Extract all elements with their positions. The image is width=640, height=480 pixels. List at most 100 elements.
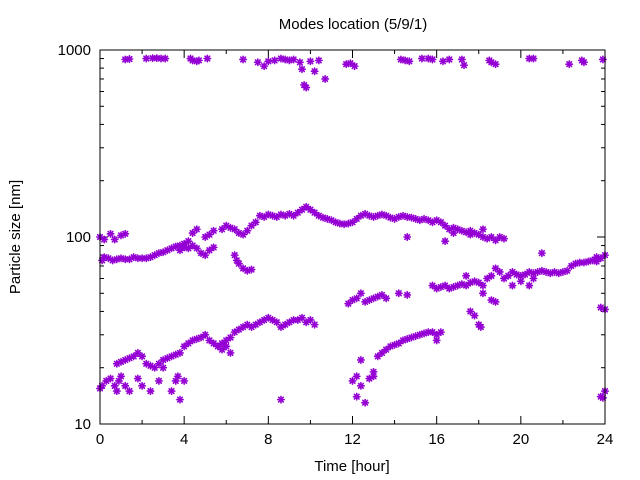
y-axis-ticks: 10 100 1000 [58,42,605,433]
data-point [112,387,121,396]
data-point [417,54,426,63]
data-point [565,60,574,69]
data-point [394,339,403,348]
data-point [138,381,147,390]
data-point [146,253,155,262]
data-point [289,211,298,220]
data-point [180,342,189,351]
data-point [394,289,403,298]
data-point [350,62,359,71]
data-point [159,363,168,372]
data-point [243,226,252,235]
data-point [268,211,277,220]
data-point [525,281,534,290]
data-point [142,54,151,63]
data-point [310,208,319,217]
x-tick-label: 4 [180,431,188,448]
data-point [209,226,218,235]
data-point [432,336,441,345]
data-point [356,381,365,390]
data-point [508,281,517,290]
data-point [251,218,260,227]
data-point [352,294,361,303]
data-point [369,367,378,376]
data-point [470,311,479,320]
data-point [462,271,471,280]
data-point [352,392,361,401]
data-point [352,372,361,381]
data-point [180,376,189,385]
data-point [478,289,487,298]
x-axis-label: Time [hour] [314,458,389,475]
y-tick-label: 10 [74,416,91,433]
data-point [138,254,147,263]
data-point [209,339,218,348]
data-point [563,266,572,275]
data-point [361,398,370,407]
data-point [321,74,330,83]
data-point [194,56,203,65]
data-point [348,376,357,385]
data-point [133,374,142,383]
data-point [125,55,134,64]
data-point [102,376,111,385]
data-point [297,65,307,74]
data-point [382,345,391,354]
data-point [281,55,290,64]
data-point [270,56,279,65]
data-point [314,56,323,65]
chart-title: Modes location (5/9/1) [279,16,427,33]
data-point [106,374,115,383]
y-tick-label: 100 [66,229,91,246]
data-point [146,387,155,396]
data-point [192,244,201,253]
data-point [222,342,231,351]
data-point [356,355,365,364]
data-point [487,271,496,280]
data-point [529,274,538,283]
data-point [403,233,412,241]
data-point [175,348,184,357]
data-point [438,57,447,66]
data-point [247,265,256,274]
data-point [466,226,475,235]
data-point [100,235,109,244]
data-point [218,345,227,354]
data-point [157,54,166,63]
data-point [138,352,147,361]
data-point [306,57,315,66]
data-point [253,58,262,67]
data-point [148,54,157,63]
data-point [239,55,248,64]
x-tick-label: 12 [344,431,361,448]
data-point [516,277,525,286]
data-point [382,294,391,303]
data-point [293,208,302,217]
data-point [592,253,601,262]
data-point [201,251,210,260]
data-point [125,387,134,396]
data-point [525,54,534,63]
data-point [192,225,201,234]
data-point [260,62,269,71]
data-point [302,202,311,211]
data-point [491,297,500,306]
data-point [226,348,235,357]
data-point [579,58,588,67]
data-point [106,229,115,238]
data-point [226,333,235,342]
data-point [310,320,319,329]
data-point [445,55,454,64]
data-point [495,267,504,276]
data-point [457,55,466,64]
data-point [491,60,500,69]
data-point [276,395,285,404]
data-point [260,212,269,221]
y-tick-label: 1000 [58,42,91,59]
data-point [175,246,184,255]
data-points [96,54,610,407]
data-point [201,330,210,339]
data-point [476,323,485,332]
data-point [121,229,130,238]
